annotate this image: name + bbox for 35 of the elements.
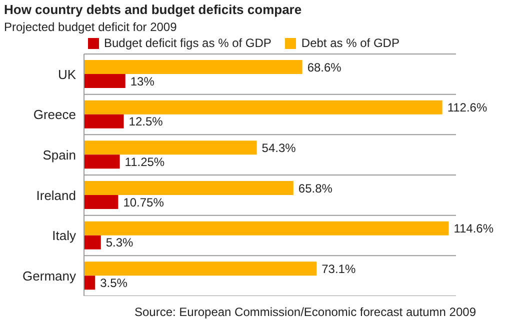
data-label: 5.3% — [106, 236, 134, 250]
bar — [84, 114, 124, 128]
bar — [84, 262, 317, 276]
data-label: 114.6% — [454, 222, 494, 236]
data-label: 10.75% — [123, 195, 164, 210]
y-tick-label: Germany — [22, 268, 76, 284]
y-tick-label: Ireland — [36, 188, 76, 203]
bar — [84, 235, 101, 250]
bar — [84, 221, 449, 236]
bar — [84, 74, 126, 88]
chart-title: How country debts and budget deficits compare — [4, 2, 303, 17]
data-label: 3.5% — [100, 276, 128, 290]
source-note: Source: European Commission/Economic forecast autumn 2009 — [134, 305, 476, 319]
data-label: 54.3% — [262, 140, 296, 155]
data-label: 68.6% — [307, 60, 342, 74]
y-tick-label: Spain — [42, 147, 76, 162]
data-label: 13% — [130, 74, 155, 88]
chart-subtitle: Projected budget deficit for 2009 — [4, 20, 178, 34]
bar — [84, 195, 118, 209]
y-tick-label: Greece — [33, 107, 76, 122]
data-label: 73.1% — [322, 262, 356, 276]
bar — [84, 140, 257, 155]
y-tick-label: Italy — [52, 228, 76, 244]
data-label: 11.25% — [124, 154, 165, 169]
data-label: 65.8% — [298, 181, 333, 196]
bar — [84, 154, 120, 169]
bar — [84, 100, 442, 114]
legend-label: Debt as % of GDP — [301, 36, 400, 50]
bar — [84, 181, 294, 195]
legend-label: Budget deficit figs as % of GDP — [104, 36, 272, 50]
data-label: 112.6% — [447, 100, 488, 115]
data-label: 12.5% — [128, 114, 164, 129]
bar — [84, 276, 96, 290]
bar — [84, 60, 302, 74]
y-tick-label: UK — [58, 66, 76, 82]
